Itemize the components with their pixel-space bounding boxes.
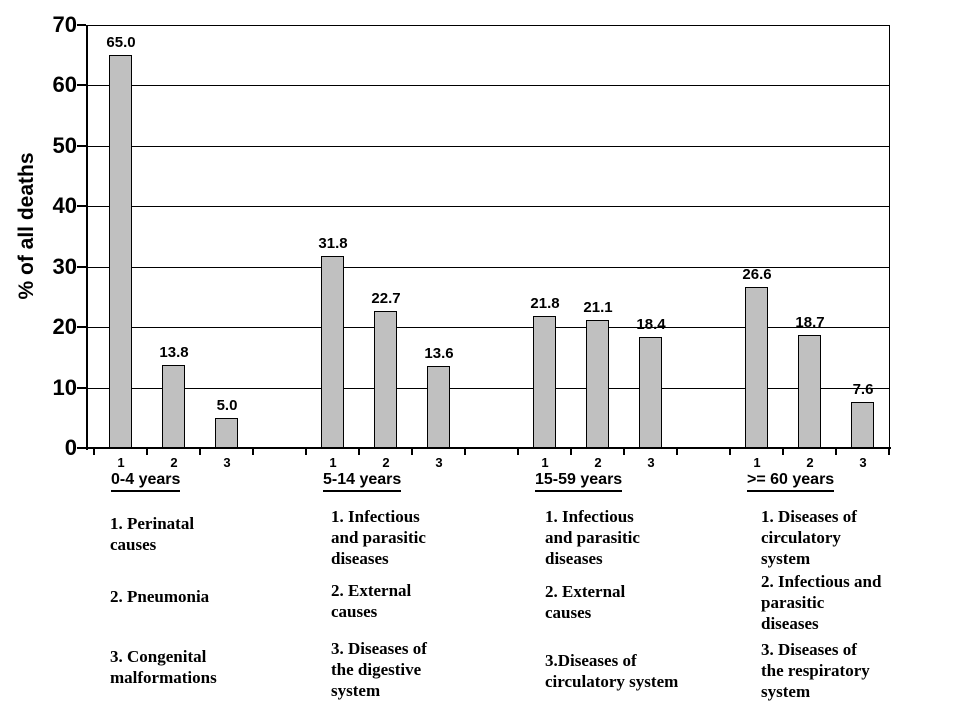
bar->= 60 years-1 bbox=[745, 287, 768, 448]
category-label: 2 bbox=[806, 455, 814, 470]
bar->= 60 years-2 bbox=[798, 335, 821, 448]
bar->= 60 years-3 bbox=[851, 402, 874, 448]
x-tick bbox=[358, 449, 360, 455]
y-tick-0 bbox=[77, 447, 86, 449]
category-label: 2 bbox=[594, 455, 602, 470]
bar-value-label: 18.4 bbox=[636, 316, 666, 333]
y-tick-40 bbox=[77, 205, 86, 207]
bar-value-label: 13.6 bbox=[424, 345, 454, 362]
x-tick bbox=[146, 449, 148, 455]
legend-group-0-cause-3: 3. Congenital malformations bbox=[110, 647, 217, 687]
bar-value-label: 13.8 bbox=[159, 344, 189, 361]
y-axis-line bbox=[86, 25, 88, 450]
bar-15-59 years-3 bbox=[639, 337, 662, 448]
bar-value-label: 22.7 bbox=[371, 290, 401, 307]
bar-value-label: 65.0 bbox=[106, 34, 136, 51]
gridline-40 bbox=[86, 206, 890, 207]
y-tick-30 bbox=[77, 266, 86, 268]
legend-group-3-cause-3: 3. Diseases of the respiratory system bbox=[761, 640, 870, 701]
legend-group-0-cause-2: 2. Pneumonia bbox=[110, 587, 210, 606]
legend-group-3-cause-2: 2. Infectious and parasitic diseases bbox=[761, 572, 882, 633]
bar-value-label: 7.6 bbox=[852, 381, 874, 398]
bar-value-label: 21.8 bbox=[530, 295, 560, 312]
group-label-3: >= 60 years bbox=[747, 471, 835, 492]
legend-group-2-cause-1: 1. Infectious and parasitic diseases bbox=[545, 507, 640, 568]
gridline-10 bbox=[86, 388, 890, 389]
x-tick bbox=[623, 449, 625, 455]
y-tick-label-70: 70 bbox=[52, 12, 77, 37]
plot-border-right bbox=[889, 25, 890, 448]
legend-group-0-cause-1: 1. Perinatal causes bbox=[110, 514, 195, 554]
x-tick bbox=[305, 449, 307, 455]
x-tick bbox=[199, 449, 201, 455]
legend-group-1-cause-1: 1. Infectious and parasitic diseases bbox=[331, 507, 426, 568]
category-label: 1 bbox=[329, 455, 337, 470]
bar-5-14 years-1 bbox=[321, 256, 344, 448]
gridline-50 bbox=[86, 146, 890, 147]
y-tick-50 bbox=[77, 145, 86, 147]
legend-group-3-cause-1: 1. Diseases of circulatory system bbox=[761, 507, 857, 568]
y-tick-label-40: 40 bbox=[52, 193, 77, 218]
group-label-1: 5-14 years bbox=[323, 471, 402, 492]
bar-5-14 years-2 bbox=[374, 311, 397, 448]
category-label: 3 bbox=[435, 455, 443, 470]
bar-5-14 years-3 bbox=[427, 366, 450, 448]
y-tick-label-10: 10 bbox=[52, 375, 77, 400]
x-tick bbox=[888, 449, 890, 455]
gridline-30 bbox=[86, 267, 890, 268]
y-tick-label-30: 30 bbox=[52, 254, 77, 279]
y-tick-label-20: 20 bbox=[52, 314, 77, 339]
gridline-60 bbox=[86, 85, 890, 86]
x-tick bbox=[517, 449, 519, 455]
x-tick bbox=[252, 449, 254, 455]
bar-15-59 years-1 bbox=[533, 316, 556, 448]
y-tick-70 bbox=[77, 24, 86, 26]
bar-value-label: 31.8 bbox=[318, 235, 348, 252]
category-label: 3 bbox=[859, 455, 867, 470]
category-label: 1 bbox=[117, 455, 125, 470]
x-tick bbox=[464, 449, 466, 455]
y-tick-60 bbox=[77, 84, 86, 86]
group-label-2: 15-59 years bbox=[535, 471, 623, 492]
y-tick-10 bbox=[77, 387, 86, 389]
category-label: 3 bbox=[647, 455, 655, 470]
bar-0-4 years-2 bbox=[162, 365, 185, 448]
category-label: 1 bbox=[753, 455, 761, 470]
legend-group-1-cause-3: 3. Diseases of the digestive system bbox=[331, 639, 427, 700]
x-tick bbox=[570, 449, 572, 455]
legend-group-2-cause-3: 3.Diseases of circulatory system bbox=[545, 651, 679, 691]
plot-border-top bbox=[86, 25, 890, 26]
bar-0-4 years-3 bbox=[215, 418, 238, 448]
category-label: 2 bbox=[170, 455, 178, 470]
x-axis-line bbox=[86, 447, 891, 449]
legend-group-1-cause-2: 2. External causes bbox=[331, 581, 412, 621]
gridline-20 bbox=[86, 327, 890, 328]
bar-0-4 years-1 bbox=[109, 55, 132, 448]
bar-15-59 years-2 bbox=[586, 320, 609, 448]
x-tick bbox=[729, 449, 731, 455]
y-tick-label-60: 60 bbox=[52, 72, 77, 97]
category-label: 2 bbox=[382, 455, 390, 470]
x-tick bbox=[411, 449, 413, 455]
y-tick-label-50: 50 bbox=[52, 133, 77, 158]
bar-value-label: 21.1 bbox=[583, 299, 613, 316]
bar-value-label: 5.0 bbox=[216, 397, 238, 414]
bar-value-label: 18.7 bbox=[795, 314, 825, 331]
bar-value-label: 26.6 bbox=[742, 266, 772, 283]
x-tick bbox=[782, 449, 784, 455]
legend-group-2-cause-2: 2. External causes bbox=[545, 582, 626, 622]
category-label: 1 bbox=[541, 455, 549, 470]
y-tick-20 bbox=[77, 326, 86, 328]
group-label-0: 0-4 years bbox=[111, 471, 181, 492]
x-tick bbox=[835, 449, 837, 455]
y-tick-label-0: 0 bbox=[64, 435, 77, 460]
category-label: 3 bbox=[223, 455, 231, 470]
x-tick bbox=[676, 449, 678, 455]
x-tick bbox=[93, 449, 95, 455]
